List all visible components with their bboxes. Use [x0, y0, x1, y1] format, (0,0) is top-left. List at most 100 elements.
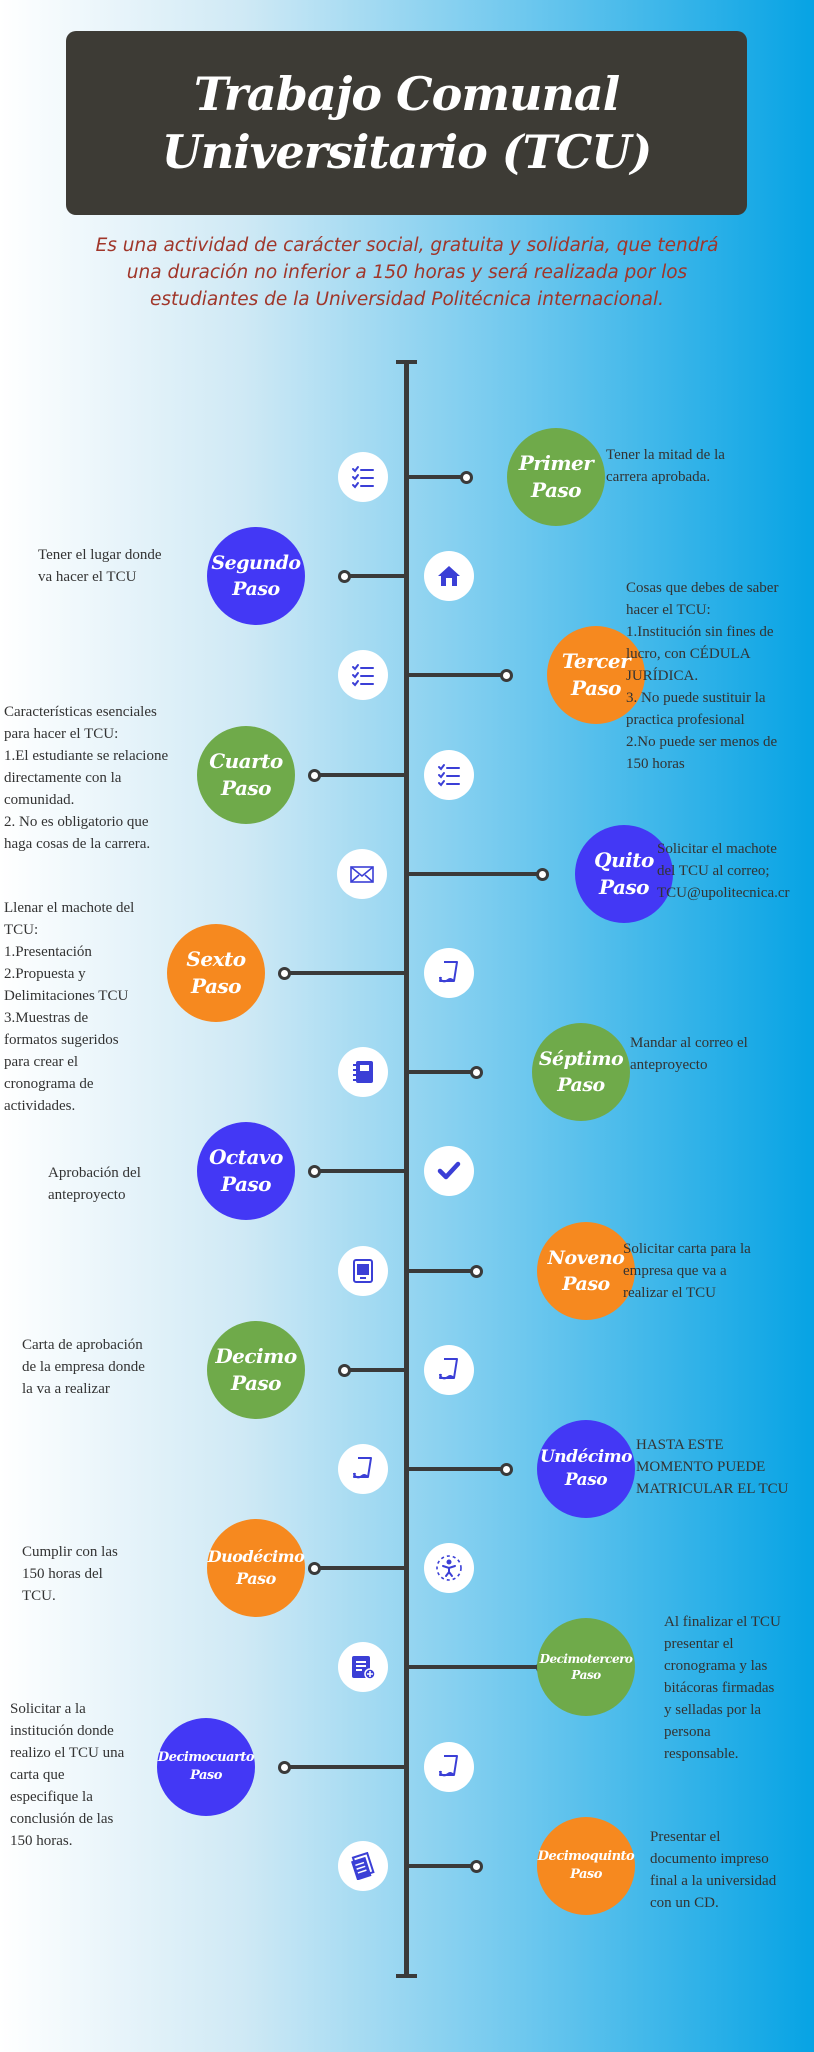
step-6-label: Sexto: [186, 947, 246, 971]
step-6-description: Llenar el machote del TCU: 1.Presentació…: [4, 900, 135, 1114]
connector-line: [314, 772, 406, 777]
check-badge-icon: [424, 1146, 474, 1197]
step-8-description: Aprobación del anteproyecto: [48, 1165, 141, 1203]
step-3-label: Tercer: [561, 649, 631, 674]
step-13-paso: Paso: [571, 1668, 601, 1683]
step-7-description: Mandar al correo el anteproyecto: [630, 1035, 748, 1073]
connector-dot: [338, 570, 351, 584]
step-7-label: Séptimo: [538, 1048, 624, 1071]
step-12-label: Duodécimo: [207, 1547, 305, 1567]
step-11-label: Undécimo: [539, 1447, 633, 1467]
connector-line: [314, 1566, 406, 1571]
step-10-paso: Paso: [230, 1370, 282, 1395]
step-6-paso: Paso: [190, 974, 242, 998]
house-icon: [424, 551, 474, 602]
connector-dot: [500, 1463, 513, 1476]
step-1-paso: Paso: [530, 478, 582, 502]
step-3-circle: Tercer Paso: [547, 626, 645, 725]
envelope-icon: [337, 848, 387, 899]
step-14-circle: Decimocuarto Paso: [157, 1717, 255, 1816]
step-11-paso: Paso: [564, 1470, 608, 1490]
step-1-label: Primer: [518, 451, 594, 475]
connector-dot: [278, 967, 291, 980]
step-6-circle: Sexto Paso: [167, 924, 265, 1022]
checklist-icon: [338, 650, 388, 701]
checklist-icon: [338, 452, 388, 502]
step-3-description: Cosas que debes de saber hacer el TCU: 1…: [626, 580, 779, 772]
connector-dot: [308, 768, 321, 782]
step-12-circle: Duodécimo Paso: [207, 1519, 305, 1618]
connector-dot: [536, 867, 549, 881]
note-icon: [424, 1741, 474, 1792]
step-10-label: Decimo: [215, 1343, 297, 1368]
step-13-circle: Decimotercero Paso: [537, 1618, 635, 1717]
connector-line: [344, 574, 406, 579]
step-8-circle: Octavo Paso: [197, 1122, 295, 1221]
title-line-2: Universitario (TCU): [161, 125, 653, 179]
step-14-description: Solicitar a la institución donde realizo…: [10, 1701, 125, 1849]
step-5-label: Quito: [594, 847, 654, 872]
step-4-paso: Paso: [220, 775, 272, 800]
connector-line: [406, 673, 506, 678]
connector-line: [406, 1070, 476, 1075]
connector-line: [406, 1665, 542, 1670]
step-5-circle: Quito Paso: [575, 824, 673, 923]
connector-dot: [278, 1760, 291, 1774]
person-icon: [424, 1543, 474, 1594]
step-2-circle: Segundo Paso: [207, 527, 305, 626]
step-5-paso: Paso: [598, 874, 650, 899]
note-icon: [424, 1344, 474, 1395]
connector-dot: [308, 1562, 321, 1576]
connector-dot: [470, 1066, 483, 1080]
step-4-circle: Cuarto Paso: [197, 725, 295, 824]
step-4-description: Características esenciales para hacer el…: [4, 704, 169, 852]
connector-dot: [470, 1859, 483, 1873]
step-9-paso: Paso: [562, 1272, 610, 1295]
step-8-label: Octavo: [209, 1145, 283, 1170]
connector-line: [314, 1169, 406, 1174]
step-11-circle: Undécimo Paso: [537, 1420, 635, 1518]
step-1-circle: Primer Paso: [507, 428, 605, 526]
connector-line: [406, 1863, 476, 1868]
step-15-description: Presentar el documento impreso final a l…: [650, 1829, 777, 1911]
step-7-circle: Séptimo Paso: [532, 1023, 630, 1122]
step-2-paso: Paso: [232, 578, 280, 601]
step-15-label: Decimoquinto: [537, 1848, 635, 1864]
connector-line: [406, 1467, 506, 1471]
connector-line: [344, 1367, 406, 1372]
timeline-axis: [404, 360, 409, 1978]
step-8-paso: Paso: [220, 1172, 272, 1197]
connector-line: [284, 1764, 406, 1769]
note-icon: [424, 948, 474, 998]
step-3-paso: Paso: [570, 676, 622, 701]
connector-dot: [470, 1264, 483, 1278]
connector-dot: [308, 1165, 321, 1179]
connector-line: [284, 971, 406, 975]
step-1-description: Tener la mitad de la carrera aprobada.: [606, 447, 725, 485]
connector-line: [406, 1268, 476, 1273]
connector-dot: [500, 669, 513, 683]
step-9-label: Noveno: [547, 1246, 625, 1269]
notebook-icon: [338, 1047, 388, 1098]
step-9-circle: Noveno Paso: [537, 1221, 635, 1320]
step-2-label: Segundo: [211, 552, 301, 575]
step-12-description: Cumplir con las 150 horas del TCU.: [22, 1544, 118, 1604]
connector-line: [406, 871, 542, 876]
step-14-label: Decimocuarto: [157, 1749, 255, 1765]
step-10-circle: Decimo Paso: [207, 1320, 305, 1419]
step-11-description: HASTA ESTE MOMENTO PUEDE MATRICULAR EL T…: [636, 1437, 789, 1497]
connector-dot: [460, 471, 473, 484]
subtitle: Es una actividad de carácter social, gra…: [95, 235, 719, 310]
step-13-label: Decimotercero: [539, 1652, 633, 1667]
note-icon: [338, 1444, 388, 1494]
connector-line: [406, 475, 466, 479]
timeline-bottom-cap: [396, 1974, 417, 1978]
step-5-description: Solicitar el machote del TCU al correo; …: [657, 841, 790, 901]
title-banner: Trabajo Comunal Universitario (TCU): [66, 31, 747, 215]
document-add-icon: [338, 1642, 388, 1693]
step-12-paso: Paso: [236, 1569, 276, 1589]
tablet-icon: [338, 1245, 388, 1296]
step-7-paso: Paso: [557, 1074, 605, 1097]
title-line-1: Trabajo Comunal: [193, 67, 620, 121]
checklist-icon: [424, 749, 474, 800]
